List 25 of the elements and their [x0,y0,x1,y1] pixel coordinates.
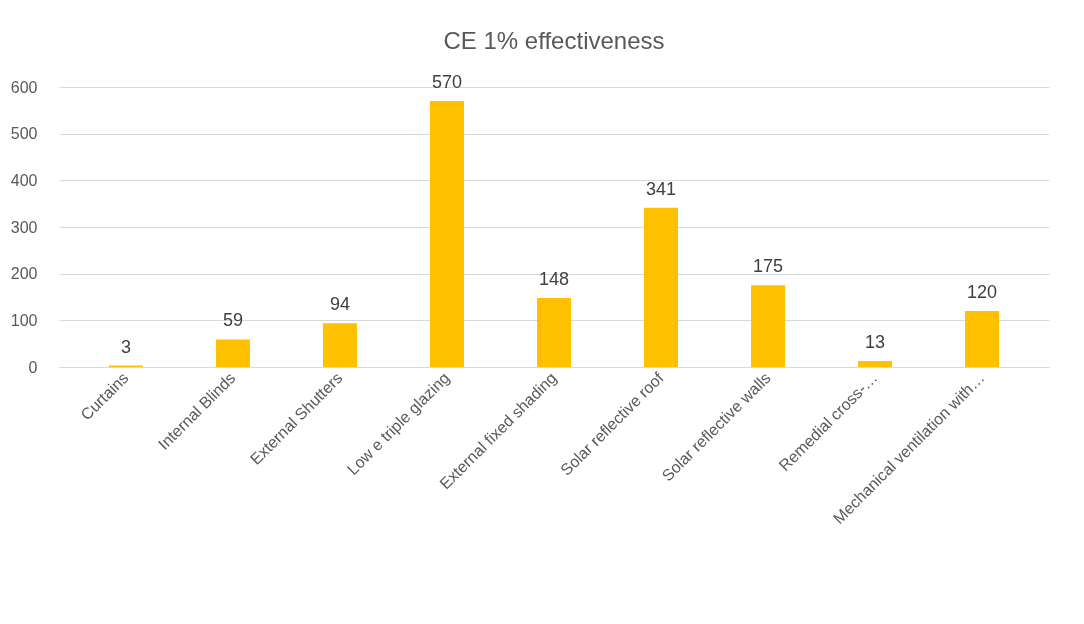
bar [215,339,250,367]
data-label: 59 [222,310,243,331]
data-label: 3 [120,336,131,357]
y-tick-label: 300 [10,218,38,236]
data-label: 94 [329,294,350,315]
y-tick-label: 600 [10,78,38,96]
data-label: 175 [753,256,784,277]
bar [751,285,786,367]
y-tick-label: 100 [10,311,38,329]
y-tick-label: 500 [10,125,38,143]
bar [858,360,893,367]
chart-title: CE 1% effectiveness [443,27,665,54]
data-label: 341 [646,178,677,199]
bar [429,101,464,367]
bar [644,207,679,367]
y-tick-label: 200 [10,265,38,283]
bar [322,323,357,367]
bar [537,297,571,367]
data-label: 120 [967,282,998,302]
y-tick-label: 0 [28,358,38,376]
data-label: 570 [431,72,462,92]
y-tick-label: 400 [10,171,38,189]
data-label: 13 [865,331,886,352]
data-label: 148 [538,268,570,289]
bar [965,311,1000,367]
